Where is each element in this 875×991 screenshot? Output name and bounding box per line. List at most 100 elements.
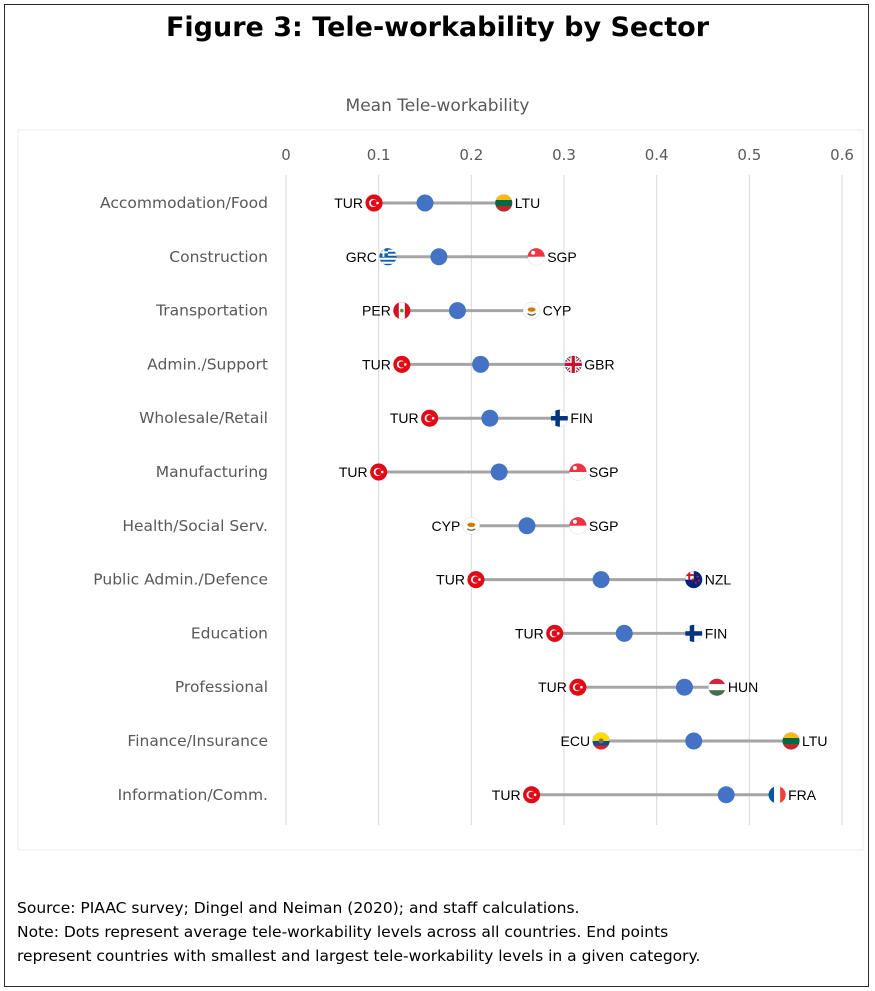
source-note: Source: PIAAC survey; Dingel and Neiman …	[17, 899, 580, 917]
flag-ltu-icon	[782, 732, 800, 750]
max-country-label: FIN	[705, 625, 728, 641]
flag-ecu-icon	[592, 732, 610, 750]
flag-ltu-icon	[494, 194, 513, 212]
flag-sgp-icon	[569, 516, 587, 535]
flag-tur-icon	[467, 570, 485, 589]
max-country-label: LTU	[802, 733, 827, 749]
flag-per-icon	[393, 301, 411, 320]
flag-tur-icon	[569, 678, 587, 697]
mean-dot	[472, 355, 490, 373]
flag-cyp-icon	[522, 301, 541, 320]
x-tick-label: 0.5	[737, 146, 761, 164]
row-6: TUR SGP	[339, 463, 619, 481]
flag-fra-icon	[768, 785, 786, 804]
x-tick-label: 0.6	[830, 146, 854, 164]
mean-dot	[592, 571, 610, 589]
flag-tur-icon	[393, 355, 411, 374]
row-8: TUR NZL	[436, 570, 732, 589]
figure-title: Figure 3: Tele-workability by Sector	[165, 12, 710, 43]
max-country-label: SGP	[589, 464, 619, 480]
row-7: CYP SGP	[432, 516, 619, 535]
category-label: Education	[191, 624, 268, 642]
x-tick-label: 0.3	[552, 146, 576, 164]
category-label: Finance/Insurance	[127, 732, 268, 750]
min-country-label: TUR	[390, 410, 419, 426]
min-country-label: TUR	[515, 625, 544, 641]
flag-tur-icon	[545, 624, 564, 643]
row-5: TUR FIN	[390, 409, 593, 428]
mean-dot	[481, 409, 499, 427]
category-label: Health/Social Serv.	[122, 517, 268, 535]
category-label: Information/Comm.	[118, 786, 268, 804]
mean-dot	[416, 194, 434, 212]
plot-area	[17, 129, 864, 851]
mean-dot	[717, 786, 735, 804]
mean-dot	[518, 517, 536, 535]
max-country-label: FRA	[788, 787, 817, 803]
flag-cyp-icon	[462, 516, 481, 535]
note-line-2: represent countries with smallest and la…	[17, 947, 701, 965]
flag-tur-icon	[369, 463, 388, 481]
mean-dot	[685, 732, 703, 750]
min-country-label: CYP	[432, 518, 461, 534]
max-country-label: NZL	[705, 572, 732, 588]
row-1: TUR LTU	[334, 194, 540, 212]
max-country-label: SGP	[547, 249, 577, 265]
row-10: TUR HUN	[538, 678, 758, 697]
max-country-label: GBR	[584, 356, 614, 372]
category-label: Admin./Support	[147, 355, 268, 373]
flag-tur-icon	[522, 785, 541, 804]
x-tick-label: 0.1	[367, 146, 391, 164]
row-11: ECU LTU	[561, 732, 827, 750]
mean-dot	[490, 463, 508, 481]
flag-sgp-icon	[527, 247, 546, 266]
figure-notes: Source: PIAAC survey; Dingel and Neiman …	[17, 896, 867, 968]
category-label: Construction	[169, 248, 268, 266]
mean-dot	[675, 678, 693, 696]
max-country-label: CYP	[543, 303, 572, 319]
x-tick-label: 0.2	[459, 146, 483, 164]
x-tick-labels: 0 0.1 0.2 0.3 0.4 0.5 0.6	[281, 146, 854, 164]
x-tick-label: 0	[281, 146, 291, 164]
max-country-label: LTU	[515, 195, 540, 211]
min-country-label: TUR	[334, 195, 363, 211]
row-12: TUR FRA	[492, 785, 817, 804]
row-4: TUR GBR	[362, 355, 615, 374]
min-country-label: TUR	[538, 679, 567, 695]
category-label: Public Admin./Defence	[93, 571, 268, 589]
min-country-label: GRC	[346, 249, 377, 265]
flag-nzl-icon	[684, 570, 703, 589]
category-label: Accommodation/Food	[100, 194, 268, 212]
min-country-label: TUR	[436, 572, 465, 588]
min-country-label: TUR	[362, 356, 391, 372]
min-country-label: TUR	[492, 787, 521, 803]
row-2: GRC SGP	[346, 247, 577, 266]
flag-grc-icon	[379, 247, 397, 266]
row-9: TUR FIN	[515, 624, 728, 643]
min-country-label: TUR	[339, 464, 368, 480]
mean-dot	[448, 302, 466, 320]
flag-sgp-icon	[569, 463, 587, 481]
category-labels: Accommodation/Food Construction Transporta…	[93, 194, 268, 804]
category-label: Wholesale/Retail	[139, 409, 268, 427]
figure-frame	[4, 4, 869, 987]
category-label: Manufacturing	[156, 463, 268, 481]
max-country-label: SGP	[589, 518, 619, 534]
flag-fin-icon	[550, 409, 569, 428]
min-country-label: PER	[362, 303, 391, 319]
row-3: PER CYP	[362, 301, 572, 320]
mean-dot	[615, 624, 633, 642]
max-country-label: FIN	[570, 410, 593, 426]
flag-hun-icon	[708, 678, 726, 697]
x-tick-label: 0.4	[645, 146, 669, 164]
category-label: Professional	[175, 678, 268, 696]
category-label: Transportation	[155, 302, 268, 320]
flag-tur-icon	[420, 409, 439, 428]
gridlines	[285, 175, 843, 825]
mean-dot	[430, 248, 448, 266]
x-axis-title: Mean Tele-workability	[345, 96, 530, 116]
flag-gbr-icon	[564, 355, 583, 374]
flag-fin-icon	[684, 624, 703, 643]
data-rows: TUR LTU GRC SGP PER CYP TUR GBR TUR FIN TUR SGP CYP S…	[334, 194, 827, 804]
